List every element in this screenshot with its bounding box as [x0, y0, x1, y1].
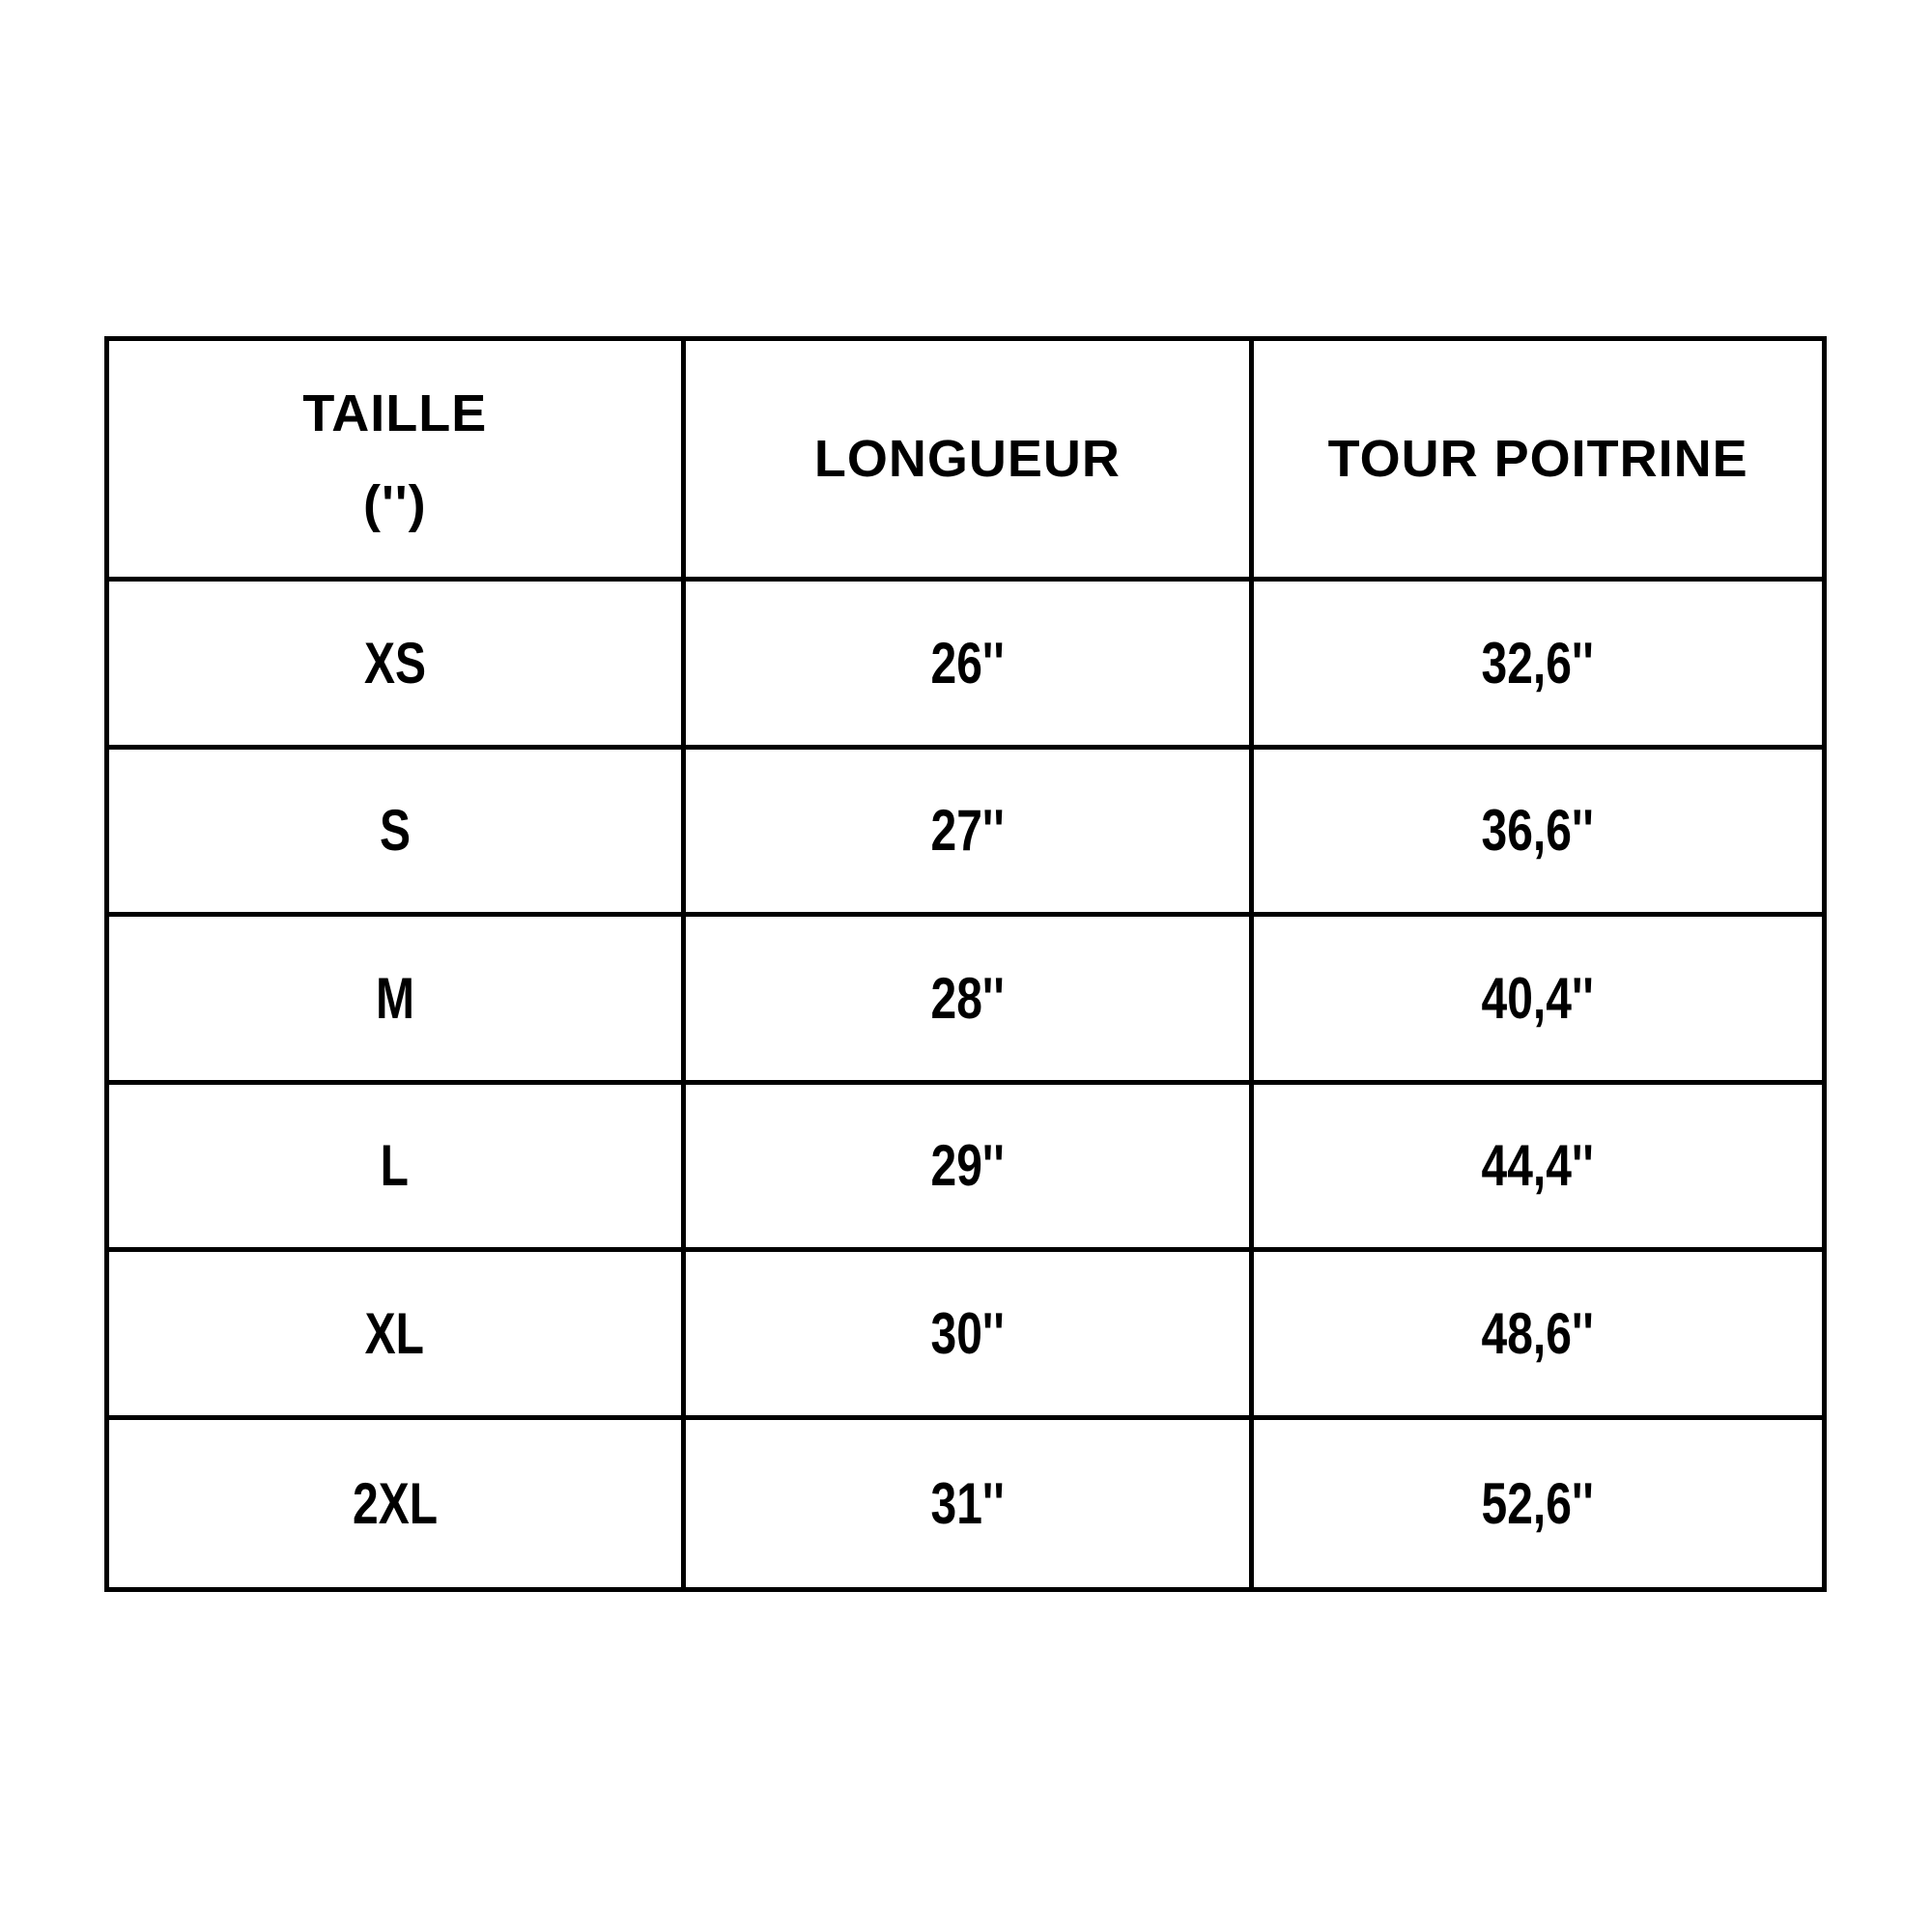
size-value: S — [379, 798, 411, 864]
table-row-xs-longueur: 26'' — [685, 582, 1255, 750]
table-row-xl-longueur: 30'' — [685, 1252, 1255, 1420]
size-value: XL — [365, 1300, 425, 1366]
table-row-l-tour-poitrine: 44,4'' — [1254, 1084, 1822, 1252]
longueur-value: 26'' — [930, 630, 1005, 696]
table-row-xs-tour-poitrine: 32,6'' — [1254, 582, 1822, 750]
header-cell-tour-poitrine: TOUR POITRINE — [1254, 341, 1822, 582]
tour-poitrine-value: 36,6'' — [1481, 798, 1595, 864]
table-row-m-longueur: 28'' — [685, 917, 1255, 1085]
longueur-value: 27'' — [930, 798, 1005, 864]
table-row-xl-size: XL — [109, 1252, 686, 1420]
longueur-value: 29'' — [930, 1133, 1005, 1199]
tour-poitrine-value: 44,4'' — [1481, 1133, 1595, 1199]
tour-poitrine-value: 52,6'' — [1481, 1470, 1595, 1536]
table-row-s-tour-poitrine: 36,6'' — [1254, 749, 1822, 917]
header-label-tour-poitrine: TOUR POITRINE — [1327, 429, 1748, 488]
table-row-l-size: L — [109, 1084, 686, 1252]
table-row-xs-size: XS — [109, 582, 686, 750]
table-row-2xl-longueur: 31'' — [685, 1419, 1255, 1587]
table-row-2xl-size: 2XL — [109, 1419, 686, 1587]
table-row-m-tour-poitrine: 40,4'' — [1254, 917, 1822, 1085]
header-sublabel-taille-unit: ('') — [362, 475, 427, 533]
header-label-longueur: LONGUEUR — [813, 429, 1121, 488]
longueur-value: 28'' — [930, 965, 1005, 1031]
table-row-m-size: M — [109, 917, 686, 1085]
tour-poitrine-value: 32,6'' — [1481, 630, 1595, 696]
header-label-taille: TAILLE — [302, 384, 488, 442]
table-row-s-size: S — [109, 749, 686, 917]
tour-poitrine-value: 48,6'' — [1481, 1300, 1595, 1366]
size-value: M — [375, 965, 414, 1031]
longueur-value: 31'' — [930, 1470, 1005, 1536]
size-chart-table: TAILLE ('') LONGUEUR TOUR POITRINE XS 26… — [104, 336, 1827, 1592]
table-row-2xl-tour-poitrine: 52,6'' — [1254, 1419, 1822, 1587]
header-cell-longueur: LONGUEUR — [685, 341, 1255, 582]
size-value: L — [381, 1133, 410, 1199]
table-row-xl-tour-poitrine: 48,6'' — [1254, 1252, 1822, 1420]
tour-poitrine-value: 40,4'' — [1481, 965, 1595, 1031]
size-value: XS — [363, 630, 426, 696]
size-value: 2XL — [352, 1470, 438, 1536]
longueur-value: 30'' — [930, 1300, 1005, 1366]
table-row-l-longueur: 29'' — [685, 1084, 1255, 1252]
header-cell-taille: TAILLE ('') — [109, 341, 686, 582]
table-row-s-longueur: 27'' — [685, 749, 1255, 917]
